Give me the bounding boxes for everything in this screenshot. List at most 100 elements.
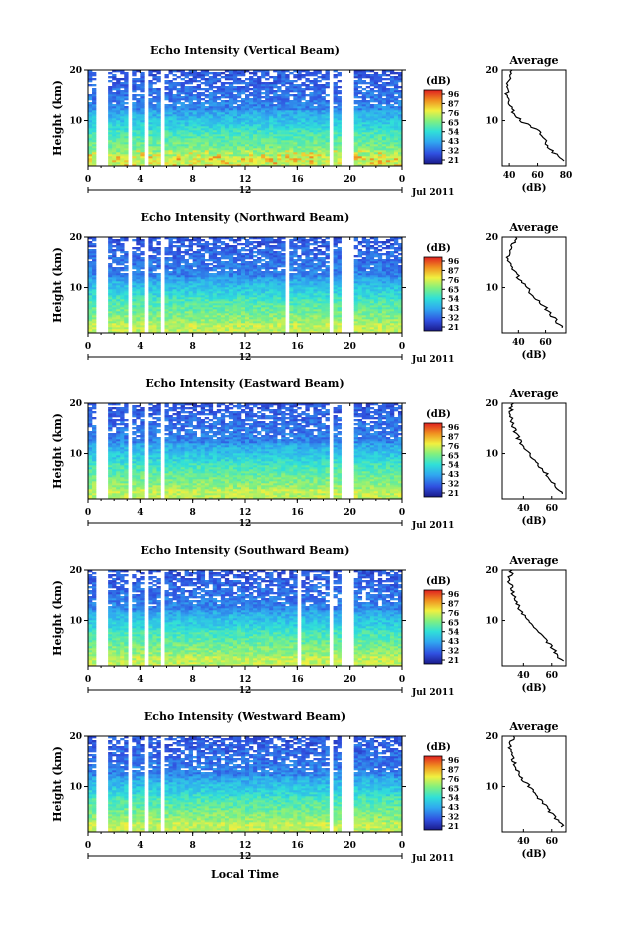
- x-tick-label: 20: [343, 508, 356, 518]
- y-tick-label: 10: [69, 617, 82, 627]
- colorbar-tick-label: 32: [448, 479, 459, 489]
- y-tick-label: 10: [69, 450, 82, 460]
- y-axis-label: Height (km): [51, 746, 64, 822]
- colorbar-tick-label: 65: [448, 450, 459, 460]
- colorbar-tick-label: 43: [448, 303, 460, 313]
- colorbar-tick-label: 43: [448, 802, 460, 812]
- colorbar-tick-label: 54: [448, 127, 460, 137]
- date-label: Jul 2011: [411, 355, 454, 365]
- average-x-label: (dB): [522, 516, 547, 527]
- y-axis-label: Height (km): [51, 247, 64, 323]
- x-tick-label: 8: [190, 841, 196, 851]
- colorbar: [423, 589, 443, 665]
- heatmap: [88, 736, 403, 833]
- panel-title: Echo Intensity (Eastward Beam): [145, 377, 344, 390]
- x-tick-label: 0: [399, 175, 405, 185]
- average-line: [508, 402, 563, 494]
- average-frame: [501, 569, 567, 667]
- y-tick-label: 10: [69, 117, 82, 127]
- colorbar-label: (dB): [426, 576, 451, 587]
- average-title: Average: [508, 720, 558, 733]
- colorbar-tick-label: 32: [448, 812, 459, 822]
- average-y-tick-label: 10: [485, 783, 498, 793]
- midnight-label: 12: [239, 186, 252, 196]
- x-tick-label: 4: [137, 342, 143, 352]
- average-line: [506, 569, 565, 662]
- midnight-label: 12: [239, 519, 252, 529]
- x-tick-label: 0: [85, 675, 91, 685]
- colorbar-tick-label: 32: [448, 146, 459, 156]
- average-x-tick-label: 60: [539, 338, 552, 348]
- x-tick-label: 16: [291, 675, 304, 685]
- average-title: Average: [508, 54, 558, 67]
- average-y-tick-label: 10: [485, 450, 498, 460]
- colorbar-tick-label: 54: [448, 793, 460, 803]
- x-tick-label: 8: [190, 175, 196, 185]
- colorbar-tick-label: 87: [448, 764, 459, 774]
- colorbar-tick-label: 21: [448, 322, 459, 332]
- y-tick-label: 10: [69, 783, 82, 793]
- average-title: Average: [508, 554, 558, 567]
- colorbar-tick-label: 65: [448, 783, 459, 793]
- average-title: Average: [508, 221, 558, 234]
- colorbar-tick-label: 76: [448, 275, 460, 285]
- x-tick-label: 12: [239, 841, 252, 851]
- panel-2: Echo Intensity (Northward Beam) 0 4 8 12 16 20…: [51, 211, 567, 365]
- average-y-tick-label: 20: [485, 399, 498, 409]
- colorbar-tick-label: 21: [448, 155, 459, 165]
- x-tick-label: 20: [343, 342, 356, 352]
- x-tick-label: 16: [291, 841, 304, 851]
- average-x-tick-label: 40: [517, 504, 530, 514]
- average-y-tick-label: 20: [485, 732, 498, 742]
- x-tick-label: 20: [343, 841, 356, 851]
- colorbar: [423, 755, 443, 831]
- colorbar-tick-label: 54: [448, 294, 460, 304]
- colorbar-tick-label: 96: [448, 256, 460, 266]
- average-frame: [501, 402, 567, 500]
- average-x-label: (dB): [522, 849, 547, 860]
- y-axis-label: Height (km): [51, 80, 64, 156]
- average-x-tick-label: 60: [546, 504, 559, 514]
- average-profile: Average 40 60 80 10 20 (dB): [485, 54, 572, 194]
- x-tick-label: 0: [399, 675, 405, 685]
- average-x-tick-label: 40: [512, 338, 525, 348]
- y-tick-label: 20: [69, 66, 82, 76]
- colorbar-tick-label: 87: [448, 598, 459, 608]
- panel-title: Echo Intensity (Northward Beam): [141, 211, 350, 224]
- average-x-tick-label: 60: [546, 671, 559, 681]
- average-y-tick-label: 10: [485, 117, 498, 127]
- date-label: Jul 2011: [411, 521, 454, 531]
- colorbar-tick-label: 65: [448, 284, 459, 294]
- heatmap: [88, 70, 403, 167]
- y-tick-label: 10: [69, 284, 82, 294]
- x-tick-label: 8: [190, 342, 196, 352]
- colorbar-tick-label: 21: [448, 488, 459, 498]
- average-y-tick-label: 10: [485, 284, 498, 294]
- x-tick-label: 12: [239, 508, 252, 518]
- x-tick-label: 0: [399, 841, 405, 851]
- x-tick-label: 12: [239, 342, 252, 352]
- x-tick-label: 0: [399, 508, 405, 518]
- average-y-tick-label: 20: [485, 566, 498, 576]
- colorbar-tick-label: 96: [448, 422, 460, 432]
- colorbar: [423, 89, 443, 165]
- x-tick-label: 4: [137, 508, 143, 518]
- average-profile: Average 40 60 10 20 (dB): [485, 221, 567, 361]
- panel-3: Echo Intensity (Eastward Beam) 0 4 8 12 16 20 0…: [51, 377, 567, 531]
- average-profile: Average 40 60 10 20 (dB): [485, 387, 567, 527]
- colorbar-tick-label: 43: [448, 636, 460, 646]
- midnight-label: 12: [239, 686, 252, 696]
- y-tick-label: 20: [69, 399, 82, 409]
- colorbar-tick-label: 32: [448, 313, 459, 323]
- x-tick-label: 16: [291, 508, 304, 518]
- colorbar-tick-label: 54: [448, 627, 460, 637]
- average-title: Average: [508, 387, 558, 400]
- colorbar-label: (dB): [426, 742, 451, 753]
- colorbar-tick-label: 43: [448, 136, 460, 146]
- colorbar-label: (dB): [426, 409, 451, 420]
- panel-4: Echo Intensity (Southward Beam) 0 4 8 12 16 20…: [51, 544, 567, 698]
- colorbar-tick-label: 87: [448, 98, 459, 108]
- x-tick-label: 0: [399, 342, 405, 352]
- date-label: Jul 2011: [411, 188, 454, 198]
